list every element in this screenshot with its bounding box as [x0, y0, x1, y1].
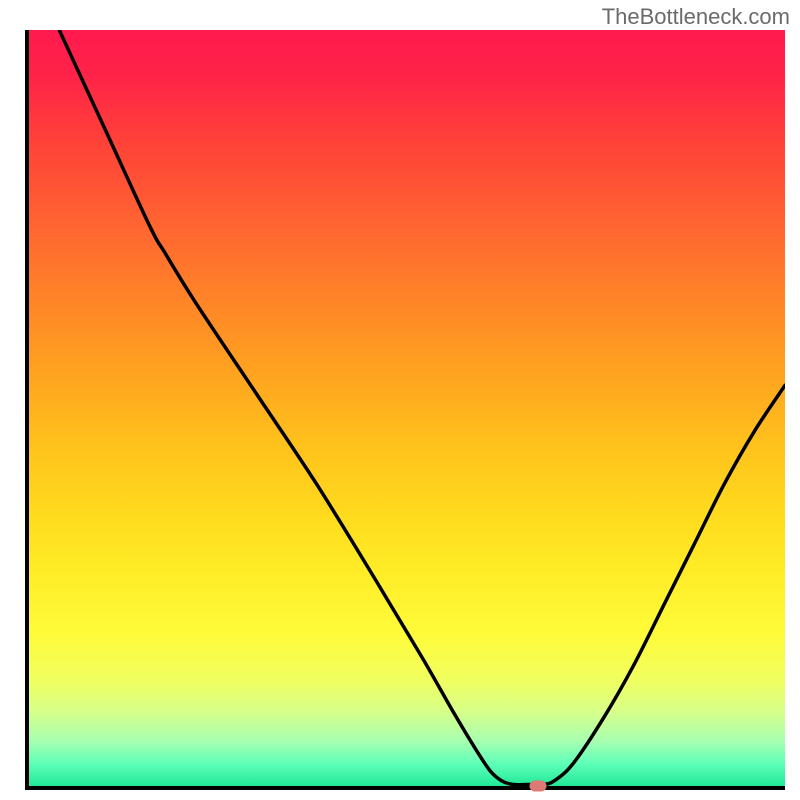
watermark-text: TheBottleneck.com	[602, 4, 790, 30]
plot-area	[25, 30, 785, 790]
bottleneck-curve	[29, 30, 785, 786]
optimum-marker	[530, 781, 547, 792]
